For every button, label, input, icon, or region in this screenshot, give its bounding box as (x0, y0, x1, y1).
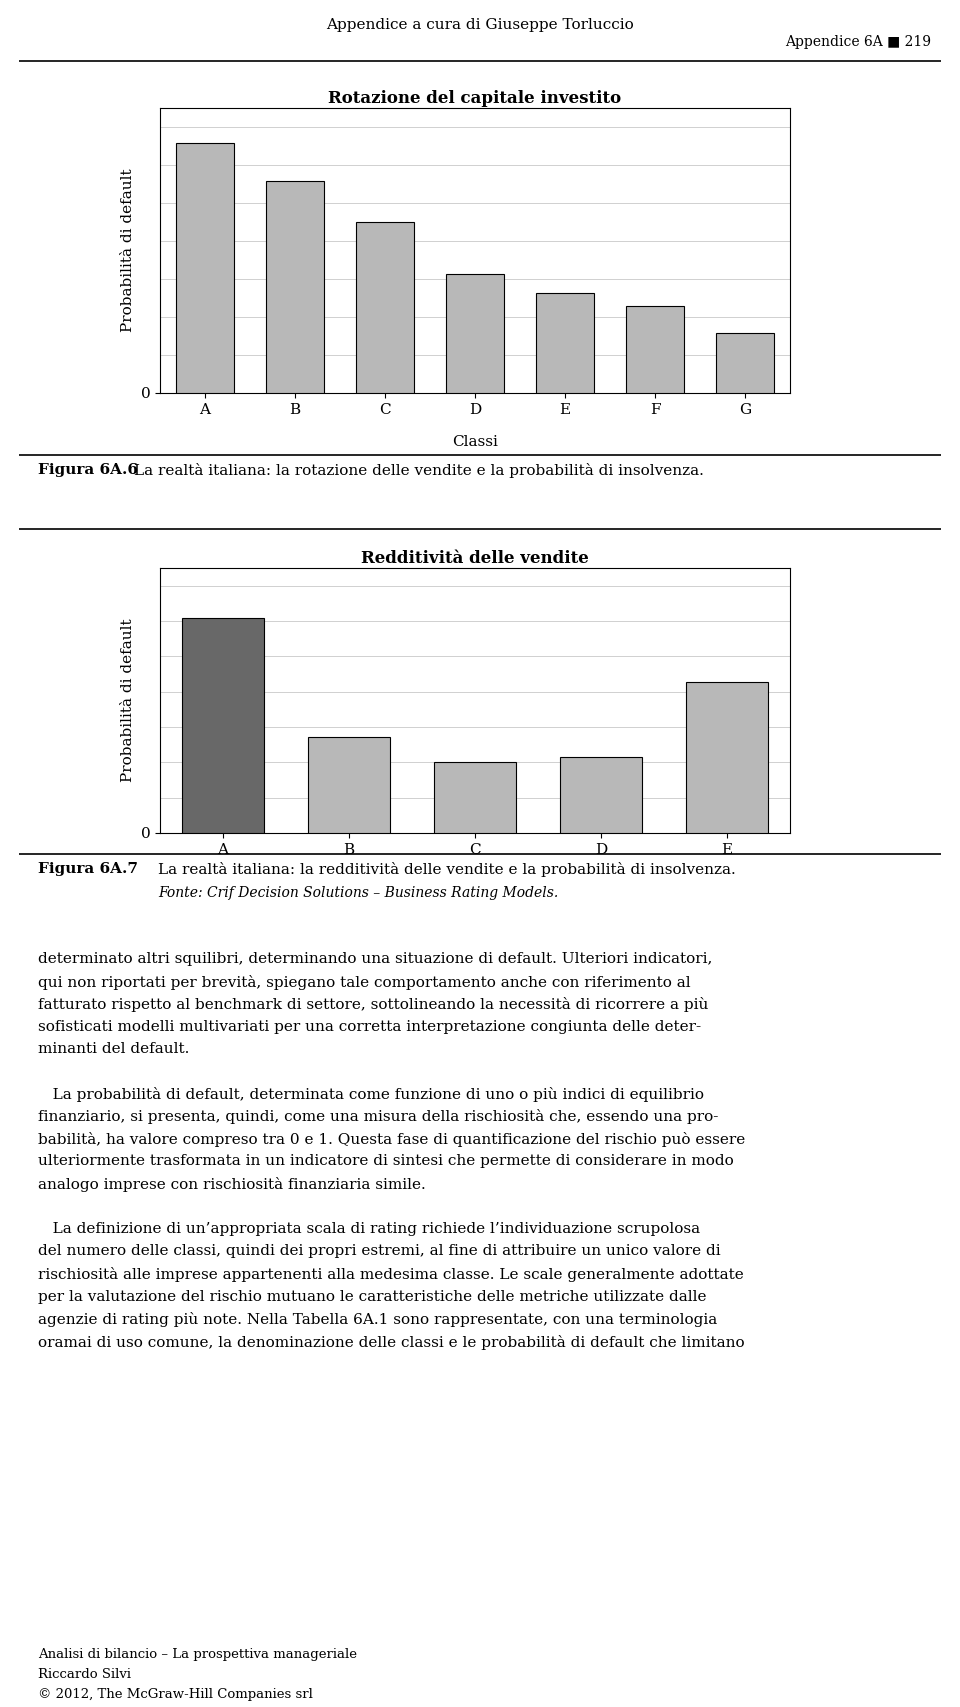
Text: rischiosità alle imprese appartenenti alla medesima classe. Le scale generalment: rischiosità alle imprese appartenenti al… (38, 1267, 744, 1282)
Bar (716, 333, 775, 393)
Text: minanti del default.: minanti del default. (38, 1041, 190, 1057)
Text: La realtà italiana: la rotazione delle vendite e la probabilità di insolvenza.: La realtà italiana: la rotazione delle v… (134, 463, 705, 478)
Bar (434, 763, 516, 833)
Text: Figura 6A.6: Figura 6A.6 (38, 463, 138, 476)
Text: per la valutazione del rischio mutuano le caratteristiche delle metriche utilizz: per la valutazione del rischio mutuano l… (38, 1289, 707, 1304)
Bar (182, 618, 264, 833)
Text: © 2012, The McGraw-Hill Companies srl: © 2012, The McGraw-Hill Companies srl (38, 1688, 313, 1700)
Text: La realtà italiana: la redditività delle vendite e la probabilità di insolvenza.: La realtà italiana: la redditività delle… (158, 862, 736, 877)
Text: sofisticati modelli multivariati per una corretta interpretazione congiunta dell: sofisticati modelli multivariati per una… (38, 1019, 702, 1033)
Text: del numero delle classi, quindi dei propri estremi, al fine di attribuire un uni: del numero delle classi, quindi dei prop… (38, 1244, 721, 1258)
Text: La probabilità di default, determinata come funzione di uno o più indici di equi: La probabilità di default, determinata c… (38, 1087, 705, 1103)
Bar (560, 758, 642, 833)
Text: agenzie di rating più note. Nella Tabella 6A.1 sono rappresentate, con una termi: agenzie di rating più note. Nella Tabell… (38, 1313, 718, 1326)
Text: Fonte: Crif Decision Solutions – Business Rating Models.: Fonte: Crif Decision Solutions – Busines… (158, 886, 559, 900)
Text: Analisi di bilancio – La prospettiva manageriale: Analisi di bilancio – La prospettiva man… (38, 1647, 357, 1661)
Bar (266, 181, 324, 393)
Bar (176, 143, 234, 393)
Bar (308, 737, 390, 833)
Text: Rotazione del capitale investito: Rotazione del capitale investito (328, 90, 621, 108)
Text: La definizione di un’appropriata scala di rating richiede l’individuazione scrup: La definizione di un’appropriata scala d… (38, 1222, 701, 1236)
Text: fatturato rispetto al benchmark di settore, sottolineando la necessità di ricorr: fatturato rispetto al benchmark di setto… (38, 997, 708, 1012)
Text: Figura 6A.7: Figura 6A.7 (38, 862, 138, 876)
Bar (356, 222, 415, 393)
Text: analogo imprese con rischiosità finanziaria simile.: analogo imprese con rischiosità finanzia… (38, 1178, 426, 1191)
Bar (626, 306, 684, 393)
Text: oramai di uso comune, la denominazione delle classi e le probabilità di default : oramai di uso comune, la denominazione d… (38, 1335, 745, 1350)
Text: Classi: Classi (452, 435, 498, 449)
Text: finanziario, si presenta, quindi, come una misura della rischiosità che, essendo: finanziario, si presenta, quindi, come u… (38, 1110, 719, 1125)
Text: Riccardo Silvi: Riccardo Silvi (38, 1668, 132, 1681)
Text: babilità, ha valore compreso tra 0 e 1. Questa fase di quantificazione del risch: babilità, ha valore compreso tra 0 e 1. … (38, 1132, 746, 1147)
Text: determinato altri squilibri, determinando una situazione di default. Ulteriori i: determinato altri squilibri, determinand… (38, 953, 712, 966)
Text: ulteriormente trasformata in un indicatore di sintesi che permette di considerar: ulteriormente trasformata in un indicato… (38, 1154, 734, 1169)
Y-axis label: Probabilità di default: Probabilità di default (121, 169, 135, 333)
Text: Appendice a cura di Giuseppe Torluccio: Appendice a cura di Giuseppe Torluccio (326, 19, 634, 32)
Bar (536, 292, 594, 393)
Text: Appendice 6A ■ 219: Appendice 6A ■ 219 (785, 36, 931, 50)
Text: Redditività delle vendite: Redditività delle vendite (361, 550, 588, 567)
Bar (686, 681, 768, 833)
Y-axis label: Probabilità di default: Probabilità di default (121, 618, 135, 782)
Text: qui non riportati per brevità, spiegano tale comportamento anche con riferimento: qui non riportati per brevità, spiegano … (38, 975, 691, 990)
Bar (445, 273, 504, 393)
